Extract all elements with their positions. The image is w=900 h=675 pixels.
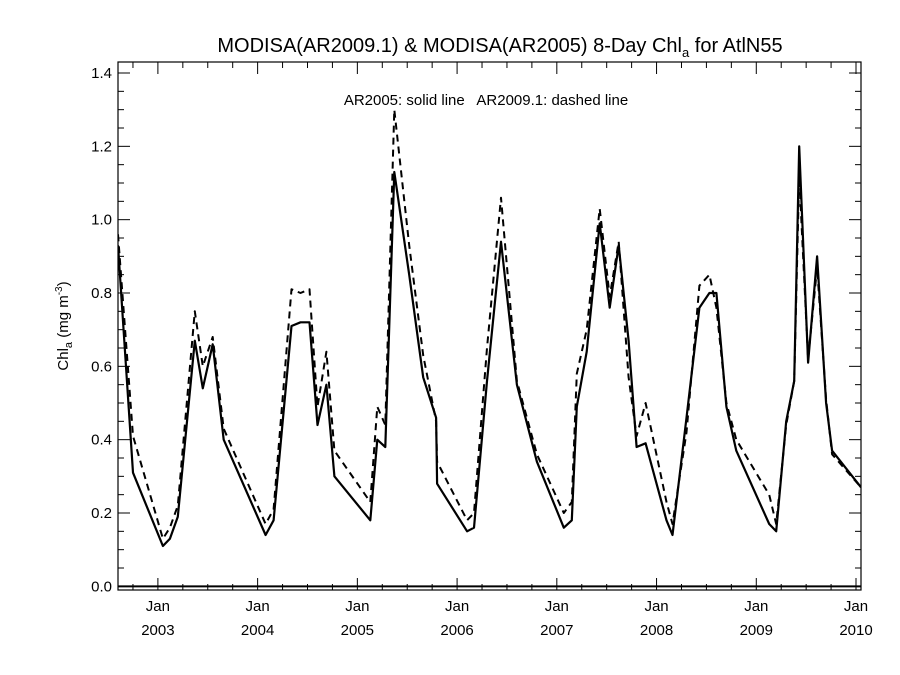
x-tick-year: 2006 [440, 622, 473, 639]
y-tick-label: 0.8 [91, 285, 112, 302]
x-tick-year: 2008 [640, 622, 673, 639]
y-tick-label: 0.2 [91, 505, 112, 522]
line-style-annotation: AR2005: solid line AR2009.1: dashed line [344, 92, 628, 109]
y-axis-label-superscript: -3 [54, 286, 65, 295]
x-tick-year: 2009 [740, 622, 773, 639]
series-line-dashed [118, 108, 861, 540]
x-tick-year: 2005 [341, 622, 374, 639]
x-tick-year: 2004 [241, 622, 274, 639]
y-tick-label: 0.4 [91, 432, 112, 449]
x-tick-month: Jan [445, 598, 469, 615]
x-tick-month: Jan [146, 598, 170, 615]
plot-frame [117, 61, 862, 591]
y-axis-label-unit: (mg m [55, 295, 72, 342]
y-tick-label: 0.6 [91, 358, 112, 375]
x-tick-year: 2007 [540, 622, 573, 639]
y-tick-label: 1.2 [91, 138, 112, 155]
x-tick-year: 2003 [141, 622, 174, 639]
y-tick-labels: 0.0 0.2 0.4 0.6 0.8 1.0 1.2 1.4 [91, 65, 112, 595]
plot-border [117, 61, 862, 591]
y-tick-label: 0.0 [91, 578, 112, 595]
y-tick-label: 1.4 [91, 65, 112, 82]
series-layer [118, 108, 861, 548]
chart-title: MODISA(AR2009.1) & MODISA(AR2005) 8-Day … [217, 35, 782, 60]
x-tick-month: Jan [744, 598, 768, 615]
y-axis-label-close: ) [55, 281, 72, 286]
axis-ticks [118, 62, 861, 590]
chart-title-tail: for AtlN55 [689, 35, 782, 57]
x-tick-month: Jan [545, 598, 569, 615]
x-tick-month: Jan [844, 598, 868, 615]
chart-title-main: MODISA(AR2009.1) & MODISA(AR2005) 8-Day … [217, 35, 682, 57]
y-axis-label-subscript: a [63, 341, 75, 348]
y-tick-label: 1.0 [91, 212, 112, 229]
series-line-solid [118, 145, 861, 548]
y-axis-label-main: Chl [55, 348, 72, 371]
x-tick-labels: Jan 2003 Jan 2004 Jan 2005 Jan 2006 Jan 2007 Jan 20… [141, 598, 872, 639]
x-tick-month: Jan [644, 598, 668, 615]
chart-title-subscript: a [682, 45, 690, 60]
x-tick-month: Jan [345, 598, 369, 615]
x-tick-month: Jan [246, 598, 270, 615]
y-axis-label: Chla (mg m-3) [54, 281, 75, 370]
x-tick-year: 2010 [839, 622, 872, 639]
